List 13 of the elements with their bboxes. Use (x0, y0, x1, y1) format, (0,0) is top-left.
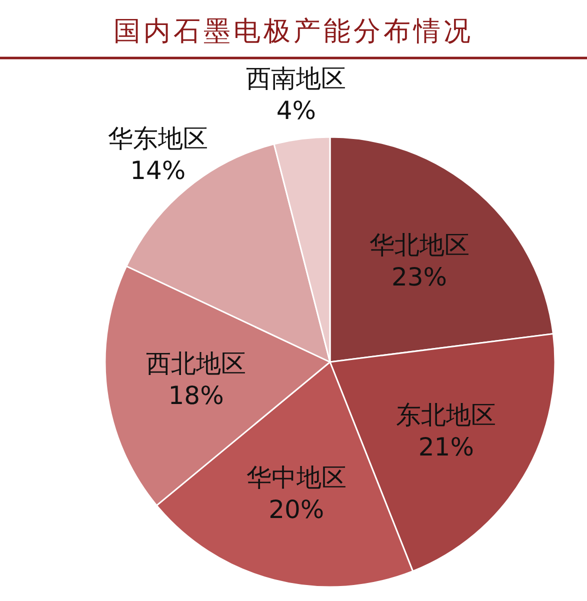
data-label: 21% (418, 432, 474, 462)
slice-label: 华北地区 (369, 230, 470, 260)
data-label: 23% (391, 262, 448, 292)
data-label: 20% (268, 494, 324, 524)
slice-label: 华东地区 (108, 124, 208, 153)
slice-label: 西北地区 (146, 348, 246, 378)
slice-label: 华中地区 (246, 462, 346, 492)
slice-label: 东北地区 (396, 400, 496, 430)
data-label: 18% (168, 380, 224, 410)
data-label: 14% (130, 156, 186, 185)
data-label: 4% (276, 96, 316, 126)
slice-label: 西南地区 (246, 64, 346, 94)
chart-title: 国内石墨电极产能分布情况 (114, 16, 474, 47)
